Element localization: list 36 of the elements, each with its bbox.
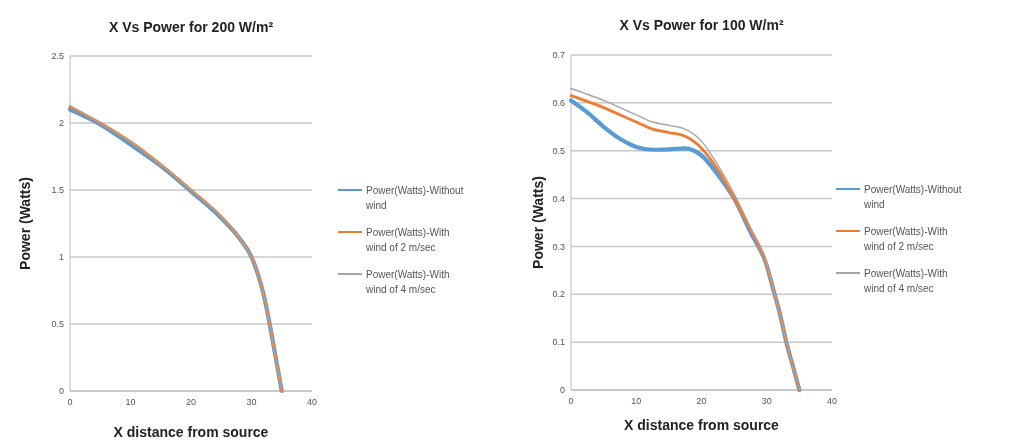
y-tick-label: 0.1 bbox=[552, 337, 565, 348]
x-tick-label: 10 bbox=[125, 397, 136, 407]
x-tick-label: 40 bbox=[826, 396, 838, 406]
y-tick-label: 1 bbox=[58, 252, 64, 263]
y-axis-title: Power (Watts) bbox=[17, 177, 33, 270]
x-axis-title: X distance from source bbox=[624, 417, 780, 433]
x-tick-label: 0 bbox=[67, 397, 73, 407]
y-tick-label: 0 bbox=[559, 385, 565, 396]
x-tick-label: 30 bbox=[246, 397, 257, 407]
x-tick-label: 30 bbox=[761, 396, 772, 406]
y-tick-label: 0.6 bbox=[552, 98, 565, 109]
y-tick-label: 2 bbox=[58, 118, 64, 129]
x-tick-label: 10 bbox=[631, 396, 642, 406]
x-tick-label: 0 bbox=[568, 396, 574, 406]
x-tick-label: 20 bbox=[185, 397, 197, 407]
x-tick-label: 40 bbox=[306, 397, 318, 407]
y-axis-title: Power (Watts) bbox=[530, 176, 546, 269]
chart-title: X Vs Power for 200 W/m² bbox=[108, 19, 274, 35]
legend-label: Power(Watts)-With wind of 4 m/sec bbox=[365, 268, 450, 295]
y-tick-label: 1.5 bbox=[51, 185, 64, 196]
y-tick-label: 0.5 bbox=[552, 145, 565, 156]
y-tick-label: 0.2 bbox=[552, 289, 565, 300]
chart-title: X Vs Power for 100 W/m² bbox=[619, 17, 784, 33]
legend-label: Power(Watts)-With wind of 2 m/sec bbox=[863, 225, 948, 252]
y-tick-label: 0.7 bbox=[552, 50, 565, 61]
y-tick-label: 0 bbox=[58, 386, 64, 397]
y-tick-label: 0.3 bbox=[552, 241, 565, 252]
legend-label: Power(Watts)-Without wind bbox=[863, 183, 962, 210]
legend-label: Power(Watts)-Without wind bbox=[365, 184, 464, 211]
y-tick-label: 0.4 bbox=[552, 193, 565, 204]
legend-label: Power(Watts)-With wind of 4 m/sec bbox=[863, 267, 948, 294]
legend-label: Power(Watts)-With wind of 2 m/sec bbox=[365, 226, 450, 253]
x-tick-label: 20 bbox=[696, 396, 707, 406]
x-axis-title: X distance from source bbox=[113, 424, 269, 440]
y-tick-label: 0.5 bbox=[51, 319, 64, 330]
y-tick-label: 2.5 bbox=[51, 51, 64, 62]
